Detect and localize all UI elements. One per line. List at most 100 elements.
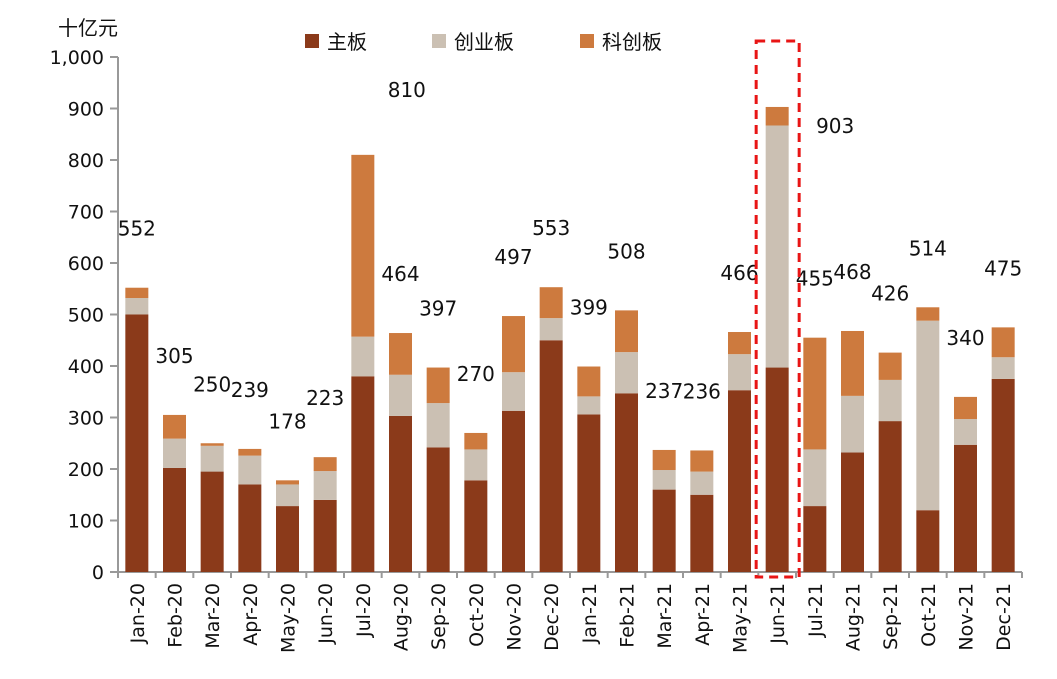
total-label: 237 (645, 379, 683, 403)
bars (125, 106, 1015, 572)
y-axis: 0 100 200 300 400 500 600 700 800 900 1,000 (50, 47, 119, 584)
y-tick-label: 400 (68, 356, 104, 378)
bar-segment (954, 419, 977, 445)
bar-segment (577, 366, 601, 397)
total-label: 508 (607, 239, 645, 263)
bar-segment (238, 484, 262, 572)
bar-segment (916, 307, 940, 321)
x-tick-label: Jun-21 (767, 583, 789, 645)
bar-segment (615, 393, 638, 572)
bar-segment (276, 484, 299, 507)
bar-segment (464, 480, 488, 572)
bar-segment (765, 125, 789, 368)
bar-segment (464, 432, 488, 450)
bar-segment (200, 443, 224, 446)
legend-swatch (305, 34, 319, 48)
total-label: 399 (570, 296, 608, 320)
bar-segment (765, 367, 789, 572)
x-tick-label: Mar-21 (654, 583, 676, 649)
bar-segment (502, 410, 525, 572)
total-label: 250 (193, 372, 231, 396)
total-label: 466 (720, 261, 758, 285)
total-label: 810 (388, 78, 426, 102)
x-tick-label: Apr-20 (240, 583, 262, 646)
y-tick-label: 300 (68, 408, 104, 430)
bar-segment (577, 414, 601, 572)
bar-segment (615, 352, 638, 394)
bar-segment (991, 357, 1015, 379)
unit-label: 十亿元 (58, 16, 118, 40)
bar-segment (502, 316, 525, 373)
highlight-box (754, 39, 801, 579)
total-label: 340 (946, 326, 984, 350)
x-tick-label: Apr-21 (692, 583, 714, 646)
x-tick-label: Nov-20 (504, 583, 526, 651)
y-tick-label: 100 (68, 511, 104, 533)
bar-segment (163, 438, 186, 468)
bar-segment (652, 449, 676, 471)
total-label: 497 (494, 245, 532, 269)
x-tick-label: Feb-21 (617, 583, 639, 648)
bar-segment (803, 449, 827, 507)
bar-segment (238, 455, 262, 485)
legend-swatch (580, 34, 594, 48)
bar-segment (954, 444, 977, 572)
total-label: 178 (268, 409, 306, 433)
bar-segment (351, 154, 375, 337)
x-tick-label: Feb-20 (165, 583, 187, 648)
total-label: 468 (833, 260, 871, 284)
bar-segment (652, 489, 676, 572)
total-label: 552 (118, 217, 156, 241)
bar-segment (426, 367, 450, 404)
bar-segment (389, 374, 412, 416)
x-tick-label: Aug-21 (843, 583, 865, 651)
bar-segment (238, 448, 262, 456)
bar-segment (389, 415, 412, 572)
x-tick-label: Jun-20 (315, 583, 337, 645)
bar-segment (125, 287, 149, 299)
bar-segment (615, 310, 638, 353)
x-tick-label: Dec-21 (993, 583, 1015, 651)
bar-segment (991, 327, 1015, 358)
bar-segment (313, 499, 337, 572)
x-tick-label: Oct-21 (918, 583, 940, 647)
bar-segment (841, 395, 864, 453)
x-axis: Jan-20 Feb-20 Mar-20 Apr-20 May-20 Jun-20 Jul-… (117, 571, 1023, 653)
total-label: 223 (306, 386, 344, 410)
legend-label: 创业板 (454, 30, 514, 54)
legend-label: 主板 (327, 30, 367, 54)
bar-segment (878, 421, 902, 572)
bar-segment (916, 320, 940, 511)
bar-segment (125, 298, 149, 315)
bar-segment (426, 447, 450, 572)
bar-segment (577, 396, 601, 415)
total-label: 239 (231, 378, 269, 402)
bar-segment (916, 510, 940, 572)
bar-segment (539, 287, 563, 319)
legend-swatch (432, 34, 446, 48)
bar-segment (991, 378, 1015, 572)
bar-segment (125, 314, 149, 572)
bar-segment (878, 352, 902, 380)
x-tick-label: May-21 (730, 583, 752, 653)
y-tick-label: 900 (68, 99, 104, 121)
bar-segment (539, 340, 563, 572)
bar-segment (389, 333, 412, 375)
bar-segment (351, 336, 375, 377)
total-label: 426 (871, 282, 909, 306)
total-label: 903 (816, 114, 854, 138)
bar-segment (841, 330, 864, 396)
x-tick-label: Dec-20 (541, 583, 563, 651)
bar-segment (200, 471, 224, 572)
total-label: 305 (155, 344, 193, 368)
bar-segment (313, 457, 337, 472)
total-label: 464 (381, 262, 419, 286)
bar-segment (652, 470, 676, 490)
bar-segment (803, 337, 827, 450)
bar-segment (276, 480, 299, 485)
x-tick-label: Jul-21 (805, 583, 827, 638)
total-label: 270 (457, 362, 495, 386)
highlight-rect (754, 39, 801, 579)
x-tick-label: Jan-21 (579, 583, 601, 644)
